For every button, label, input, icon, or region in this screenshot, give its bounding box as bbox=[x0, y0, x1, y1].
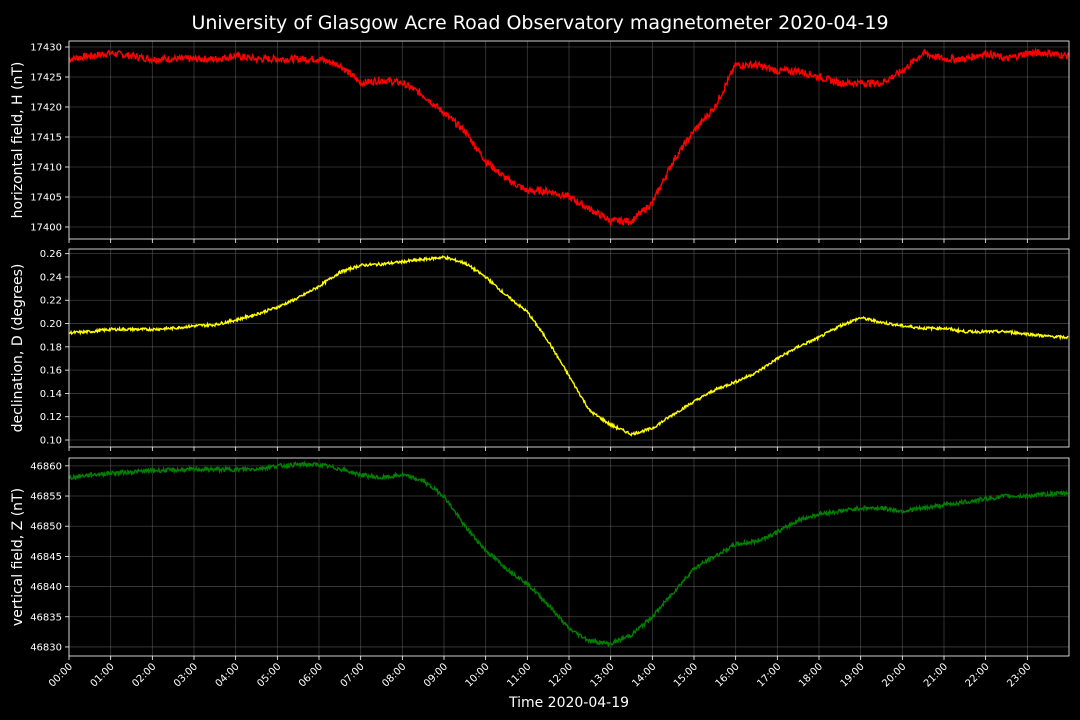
x-tick-label: 13:00 bbox=[589, 661, 617, 689]
x-tick-label: 11:00 bbox=[505, 661, 533, 689]
x-tick-label: 04:00 bbox=[214, 661, 242, 689]
y-tick-label: 0.12 bbox=[40, 412, 62, 423]
y-tick-label: 0.22 bbox=[40, 296, 62, 307]
y-tick-label: 46855 bbox=[30, 492, 62, 503]
x-tick-label: 15:00 bbox=[672, 661, 700, 689]
x-tick-label: 03:00 bbox=[172, 661, 200, 689]
y-tick-label: 17415 bbox=[30, 133, 62, 144]
y-tick-label: 17420 bbox=[30, 103, 62, 114]
y-tick-label: 46835 bbox=[30, 612, 62, 623]
panel-H: 17400 17405 17410 17415 17420 17425 17430 horiz… bbox=[10, 40, 1070, 243]
x-tick-label: 20:00 bbox=[880, 661, 908, 689]
x-tick-label: 06:00 bbox=[297, 661, 325, 689]
x-tick-label: 16:00 bbox=[714, 661, 742, 689]
y-tick-label: 46850 bbox=[30, 522, 62, 533]
y-tick-label: 0.18 bbox=[40, 342, 62, 353]
panel-Z: 46830 46835 46840 46845 46850 46855 46860 verti… bbox=[10, 457, 1070, 660]
y-tick-label: 17410 bbox=[30, 163, 62, 174]
x-tick-label: 08:00 bbox=[380, 661, 408, 689]
x-tick-label: 00:00 bbox=[47, 661, 75, 689]
x-tick-label: 21:00 bbox=[922, 661, 950, 689]
y-tick-label: 46860 bbox=[30, 461, 62, 472]
y-tick-label: 0.14 bbox=[40, 389, 62, 400]
panel-D: 0.10 0.12 0.14 0.16 0.18 0.20 0.22 0.24 0.26 decl… bbox=[10, 248, 1070, 451]
x-axis-label: Time 2020-04-19 bbox=[508, 695, 629, 711]
y-axis-label: declination, D (degrees) bbox=[10, 264, 26, 433]
plot-frame bbox=[68, 248, 1070, 448]
x-tick-label: 10:00 bbox=[464, 661, 492, 689]
y-tick-label: 0.26 bbox=[40, 249, 62, 260]
y-tick-label: 0.16 bbox=[40, 366, 62, 377]
x-tick-label: 17:00 bbox=[755, 661, 783, 689]
x-tick-label: 09:00 bbox=[422, 661, 450, 689]
series-line-H bbox=[68, 46, 1069, 227]
plot-frame bbox=[68, 457, 1070, 657]
y-tick-label: 17425 bbox=[30, 73, 62, 84]
x-tick-label: 01:00 bbox=[89, 661, 117, 689]
y-tick-label: 46840 bbox=[30, 582, 62, 593]
series-line-Z bbox=[68, 460, 1069, 648]
y-axis-label: vertical field, Z (nT) bbox=[10, 488, 26, 626]
x-tick-label: 23:00 bbox=[1005, 661, 1033, 689]
y-tick-label: 0.20 bbox=[40, 319, 62, 330]
figure-title: University of Glasgow Acre Road Observat… bbox=[191, 12, 888, 34]
x-tick-label: 05:00 bbox=[255, 661, 283, 689]
x-tick-label: 02:00 bbox=[130, 661, 158, 689]
y-tick-label: 46830 bbox=[30, 642, 62, 653]
series-line-D bbox=[68, 254, 1069, 437]
y-tick-label: 17400 bbox=[30, 223, 62, 234]
x-tick-label: 07:00 bbox=[339, 661, 367, 689]
y-axis-label: horizontal field, H (nT) bbox=[10, 62, 26, 219]
y-tick-label: 46845 bbox=[30, 552, 62, 563]
x-tick-label: 12:00 bbox=[547, 661, 575, 689]
y-tick-label: 17430 bbox=[30, 43, 62, 54]
x-tick-label: 14:00 bbox=[630, 661, 658, 689]
y-tick-label: 0.10 bbox=[40, 436, 62, 447]
x-tick-label: 19:00 bbox=[839, 661, 867, 689]
x-tick-label: 18:00 bbox=[797, 661, 825, 689]
plot-frame bbox=[68, 40, 1070, 240]
x-tick-label: 22:00 bbox=[964, 661, 992, 689]
y-tick-label: 0.24 bbox=[40, 272, 62, 283]
y-tick-label: 17405 bbox=[30, 193, 62, 204]
